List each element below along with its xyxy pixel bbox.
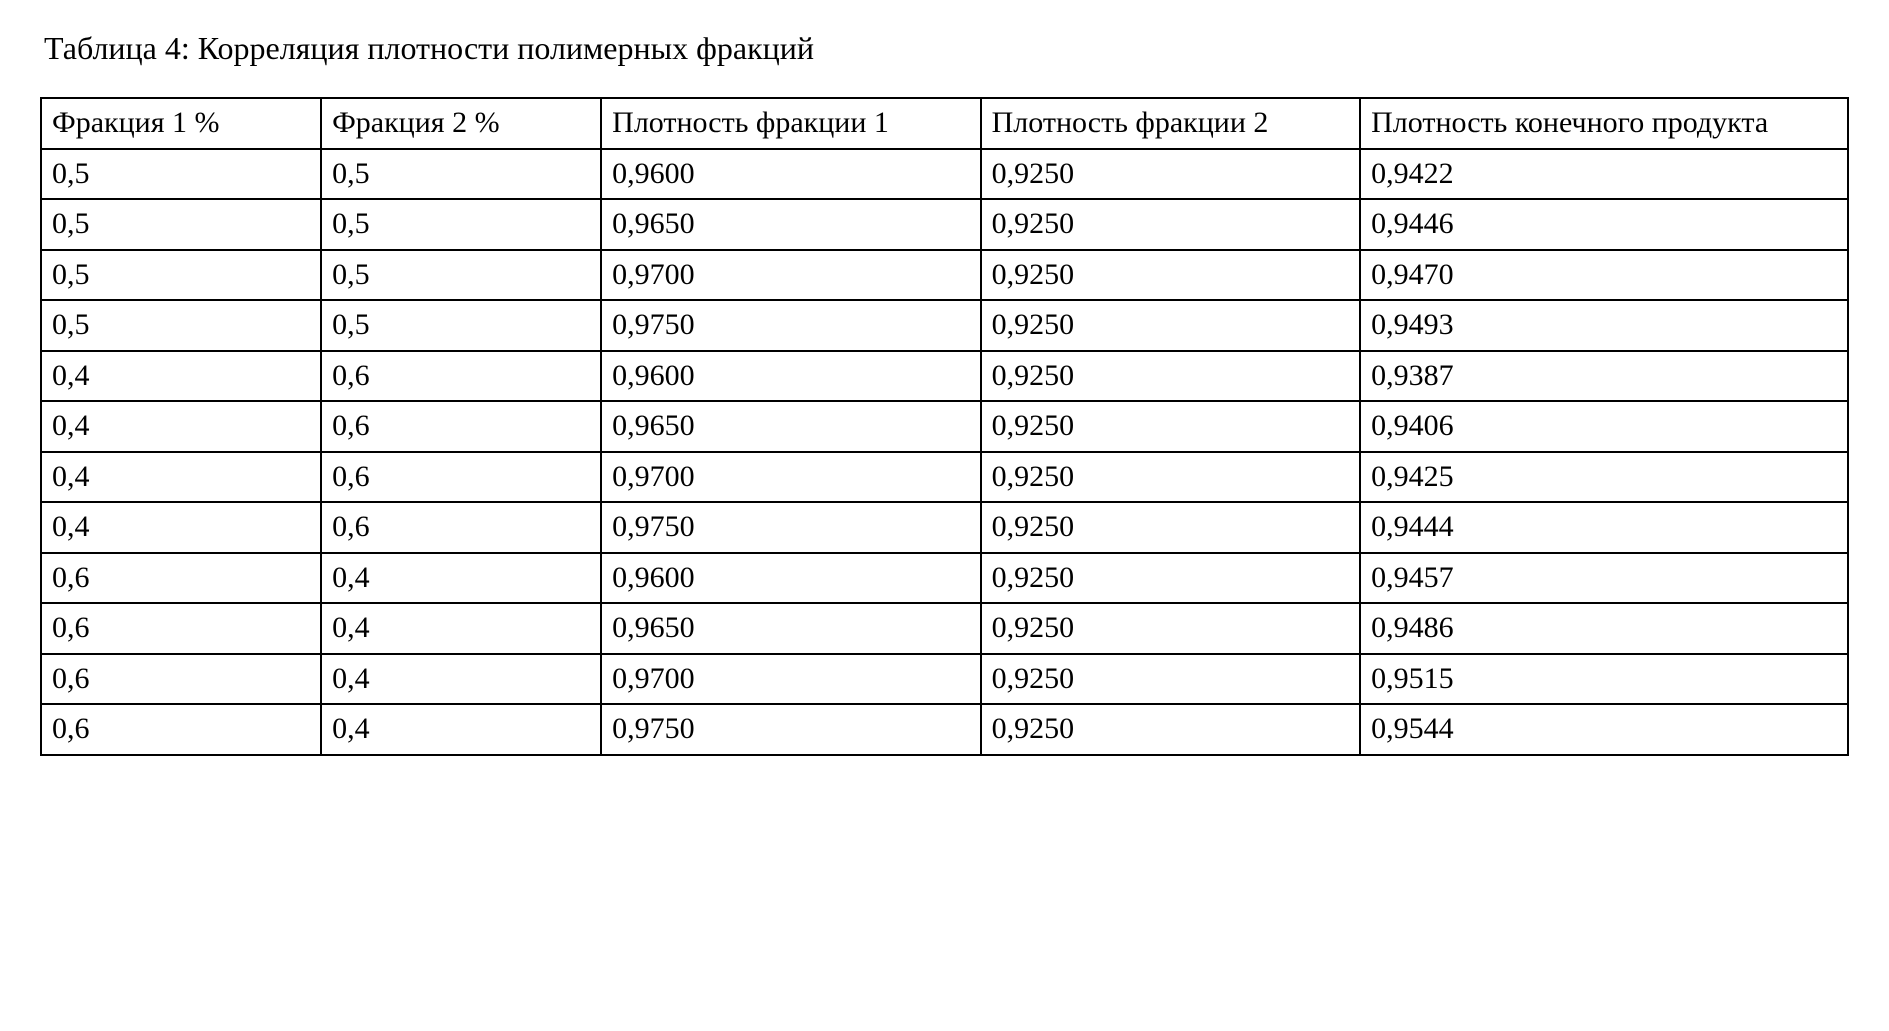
table-cell: 0,6 [41, 603, 321, 654]
table-cell: 0,9250 [981, 502, 1360, 553]
table-cell: 0,5 [41, 199, 321, 250]
table-cell: 0,9700 [601, 452, 980, 503]
table-row: 0,60,40,96000,92500,9457 [41, 553, 1848, 604]
table-cell: 0,5 [321, 149, 601, 200]
table-cell: 0,6 [41, 654, 321, 705]
table-cell: 0,9650 [601, 603, 980, 654]
table-cell: 0,9250 [981, 199, 1360, 250]
col-header: Плотность фракции 2 [981, 98, 1360, 149]
table-cell: 0,9422 [1360, 149, 1848, 200]
table-cell: 0,4 [321, 654, 601, 705]
col-header: Фракция 2 % [321, 98, 601, 149]
table-cell: 0,9250 [981, 300, 1360, 351]
table-cell: 0,9650 [601, 401, 980, 452]
table-row: 0,50,50,96000,92500,9422 [41, 149, 1848, 200]
col-header: Плотность фракции 1 [601, 98, 980, 149]
table-cell: 0,5 [321, 300, 601, 351]
table-cell: 0,9250 [981, 401, 1360, 452]
table-row: 0,50,50,97500,92500,9493 [41, 300, 1848, 351]
table-cell: 0,9750 [601, 300, 980, 351]
table-cell: 0,9250 [981, 603, 1360, 654]
table-cell: 0,9250 [981, 149, 1360, 200]
table-cell: 0,5 [41, 149, 321, 200]
table-cell: 0,4 [41, 502, 321, 553]
table-row: 0,60,40,96500,92500,9486 [41, 603, 1848, 654]
table-cell: 0,9470 [1360, 250, 1848, 301]
col-header: Фракция 1 % [41, 98, 321, 149]
table-cell: 0,9750 [601, 502, 980, 553]
table-cell: 0,9406 [1360, 401, 1848, 452]
table-cell: 0,9515 [1360, 654, 1848, 705]
table-cell: 0,9600 [601, 553, 980, 604]
table-header-row: Фракция 1 % Фракция 2 % Плотность фракци… [41, 98, 1848, 149]
table-row: 0,50,50,96500,92500,9446 [41, 199, 1848, 250]
table-cell: 0,6 [41, 553, 321, 604]
table-cell: 0,9486 [1360, 603, 1848, 654]
table-row: 0,40,60,97000,92500,9425 [41, 452, 1848, 503]
table-cell: 0,9250 [981, 553, 1360, 604]
table-cell: 0,9600 [601, 149, 980, 200]
table-row: 0,40,60,97500,92500,9444 [41, 502, 1848, 553]
table-cell: 0,9444 [1360, 502, 1848, 553]
table-cell: 0,9700 [601, 654, 980, 705]
table-cell: 0,4 [41, 401, 321, 452]
table-cell: 0,6 [321, 351, 601, 402]
table-cell: 0,5 [41, 250, 321, 301]
table-cell: 0,9600 [601, 351, 980, 402]
table-row: 0,60,40,97500,92500,9544 [41, 704, 1848, 755]
table-cell: 0,6 [321, 452, 601, 503]
table-cell: 0,9250 [981, 351, 1360, 402]
table-cell: 0,9250 [981, 250, 1360, 301]
table-cell: 0,9250 [981, 452, 1360, 503]
table-row: 0,50,50,97000,92500,9470 [41, 250, 1848, 301]
table-cell: 0,9457 [1360, 553, 1848, 604]
table-cell: 0,9544 [1360, 704, 1848, 755]
table-cell: 0,9700 [601, 250, 980, 301]
table-cell: 0,9425 [1360, 452, 1848, 503]
col-header: Плотность конечного продукта [1360, 98, 1848, 149]
table-cell: 0,4 [321, 704, 601, 755]
table-cell: 0,6 [321, 401, 601, 452]
table-cell: 0,4 [321, 553, 601, 604]
table-cell: 0,9250 [981, 704, 1360, 755]
table-cell: 0,9250 [981, 654, 1360, 705]
table-cell: 0,9387 [1360, 351, 1848, 402]
table-cell: 0,9446 [1360, 199, 1848, 250]
table-cell: 0,4 [41, 351, 321, 402]
table-cell: 0,4 [41, 452, 321, 503]
density-table: Фракция 1 % Фракция 2 % Плотность фракци… [40, 97, 1849, 756]
table-cell: 0,9493 [1360, 300, 1848, 351]
table-row: 0,60,40,97000,92500,9515 [41, 654, 1848, 705]
table-cell: 0,5 [321, 199, 601, 250]
table-cell: 0,9750 [601, 704, 980, 755]
table-cell: 0,4 [321, 603, 601, 654]
table-row: 0,40,60,96000,92500,9387 [41, 351, 1848, 402]
table-caption: Таблица 4: Корреляция плотности полимерн… [44, 30, 1849, 67]
table-cell: 0,9650 [601, 199, 980, 250]
table-cell: 0,5 [321, 250, 601, 301]
table-cell: 0,6 [41, 704, 321, 755]
table-cell: 0,5 [41, 300, 321, 351]
table-row: 0,40,60,96500,92500,9406 [41, 401, 1848, 452]
table-cell: 0,6 [321, 502, 601, 553]
